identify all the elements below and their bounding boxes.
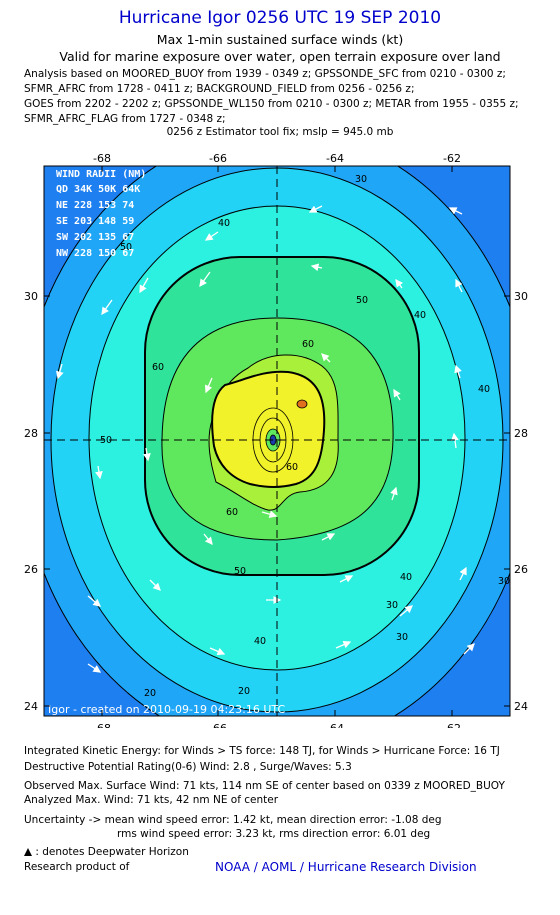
wind-vector-arrow: [139, 277, 149, 294]
plot-frame: [43, 165, 511, 717]
wind-vector-arrow: [95, 465, 103, 480]
contour-label: 30: [386, 600, 398, 611]
lat-label-right: 30: [514, 290, 528, 303]
wind-radii-row: SW 202 135 67: [56, 232, 134, 243]
wind-vector-arrow: [459, 566, 467, 581]
contour-label: 50: [100, 435, 112, 446]
contour-label: 50: [234, 566, 246, 577]
research-product-label: Research product of: [24, 861, 130, 873]
wind-vector-arrow: [339, 575, 354, 583]
wind-vector-arrow: [321, 533, 336, 541]
contour-label: 40: [478, 384, 490, 395]
wind-vector-arrow: [393, 388, 401, 401]
wind-vector-arrow: [448, 207, 463, 215]
wind-vector-arrow: [143, 447, 151, 462]
lon-label-top: -62: [443, 152, 461, 165]
deepwater-horizon-text: : denotes Deepwater Horizon: [35, 846, 189, 858]
uncertainty-line: Uncertainty -> mean wind speed error: 1.…: [24, 814, 442, 826]
contour-label: 60: [152, 362, 164, 373]
analysis-line: SFMR_AFRC_FLAG from 1727 - 0348 z;: [24, 113, 226, 125]
contour-label: 40: [218, 218, 230, 229]
map-title: Hurricane Igor 0256 UTC 19 SEP 2010: [118, 8, 442, 28]
wind-vector-arrow: [199, 271, 211, 288]
lon-label-bottom: -62: [443, 722, 461, 728]
contour-label: 30: [396, 632, 408, 643]
lat-label-right: 26: [514, 563, 528, 576]
map-subtitle: Max 1-min sustained surface winds (kt): [156, 32, 404, 47]
credit-link[interactable]: NOAA / AOML / Hurricane Research Divisio…: [215, 860, 477, 874]
analysis-sources: Analysis based on MOORED_BUOY from 1939 …: [24, 67, 554, 127]
wind-vector-arrow: [209, 647, 226, 656]
observed-max-wind: Observed Max. Surface Wind: 71 kts, 114 …: [24, 780, 505, 792]
wind-vector-arrow: [203, 533, 213, 546]
contour-label: 40: [414, 310, 426, 321]
analysis-line: SFMR_AFRC from 1728 - 0411 z; BACKGROUND…: [24, 83, 415, 95]
wind-vector-arrow: [399, 605, 413, 617]
wind-vector-arrow: [451, 432, 459, 449]
contour-label: 60: [302, 339, 314, 350]
wind-radii-table: WIND RADII (NM) QD 34K 50K 64K NE 228 15…: [56, 169, 146, 259]
lon-label-bottom: -64: [326, 722, 344, 728]
wind-vector-arrow: [455, 278, 463, 293]
contour-label: 60: [226, 507, 238, 518]
lat-label-left: 30: [24, 290, 38, 303]
wind-vectors: [56, 205, 475, 673]
lon-label-top: -66: [209, 152, 227, 165]
wind-radii-row: NE 228 153 74: [56, 200, 134, 211]
analyzed-max-wind: Analyzed Max. Wind: 71 kts, 42 nm NE of …: [24, 794, 279, 806]
wind-vector-arrow: [310, 263, 323, 272]
lat-label-right: 24: [514, 700, 528, 713]
contour-label: 30: [498, 576, 510, 587]
lat-label-left: 24: [24, 700, 38, 713]
lon-label-bottom: -68: [93, 722, 111, 728]
contour-label: 50: [356, 295, 368, 306]
lat-label-right: 28: [514, 427, 528, 440]
wind-vector-arrow: [87, 595, 101, 607]
lon-label-bottom: -66: [209, 722, 227, 728]
max-wind-marker: [296, 399, 308, 409]
wind-vector-arrow: [463, 643, 475, 655]
wind-vector-arrow: [261, 510, 278, 518]
wind-vector-arrow: [454, 364, 462, 379]
triangle-icon: [24, 848, 32, 856]
lon-label-top: -68: [93, 152, 111, 165]
wind-vector-arrow: [204, 231, 219, 241]
contour-label: 40: [254, 636, 266, 647]
wind-radii-title: WIND RADII (NM): [56, 169, 146, 180]
exposure-note: Valid for marine exposure over water, op…: [59, 49, 501, 64]
analysis-line: GOES from 2202 - 2202 z; GPSSONDE_WL150 …: [24, 98, 519, 110]
wind-vector-arrow: [308, 205, 323, 213]
created-label: Igor - created on 2010-09-19 04:23:16 UT…: [48, 703, 285, 716]
lon-label-top: -64: [326, 152, 344, 165]
contour-label: 40: [400, 572, 412, 583]
wind-radii-row: SE 203 148 59: [56, 216, 134, 227]
contour-label: 30: [355, 174, 367, 185]
wind-vector-arrow: [204, 377, 213, 394]
wind-vector-arrow: [87, 663, 102, 673]
contour-label: 50: [120, 242, 132, 253]
wind-band-80: [211, 370, 326, 488]
ike-text: Integrated Kinetic Energy: for Winds > T…: [24, 745, 500, 757]
wind-vector-arrow: [149, 579, 161, 591]
wind-vector-arrow: [56, 363, 64, 380]
lat-label-left: 28: [24, 427, 38, 440]
lat-label-left: 26: [24, 563, 38, 576]
analysis-line: Analysis based on MOORED_BUOY from 1939 …: [24, 68, 506, 80]
deepwater-horizon-note: : denotes Deepwater Horizon: [24, 845, 189, 859]
wind-vector-arrow: [395, 278, 404, 289]
contour-label: 20: [144, 688, 156, 699]
wind-vector-arrow: [321, 353, 331, 363]
contour-label: 60: [286, 462, 298, 473]
wind-radii-row: NW 228 150 67: [56, 248, 134, 259]
wind-radii-header: QD 34K 50K 64K: [56, 184, 140, 195]
wind-vector-arrow: [335, 640, 352, 649]
dpr-text: Destructive Potential Rating(0-6) Wind: …: [24, 761, 352, 773]
wind-field-map: 30 40 50 60 40 50 60 50 40 30 20 20 30 4…: [24, 152, 528, 728]
wind-vector-arrow: [101, 299, 113, 316]
wind-contour-field: 30 40 50 60 40 50 60 50 40 30 20 20 30 4…: [44, 166, 510, 716]
wind-vector-arrow: [390, 486, 398, 501]
fix-info: 0256 z Estimator tool fix; mslp = 945.0 …: [166, 126, 394, 138]
uncertainty-line: rms wind speed error: 3.23 kt, rms direc…: [117, 828, 431, 840]
contour-label: 20: [238, 686, 250, 697]
